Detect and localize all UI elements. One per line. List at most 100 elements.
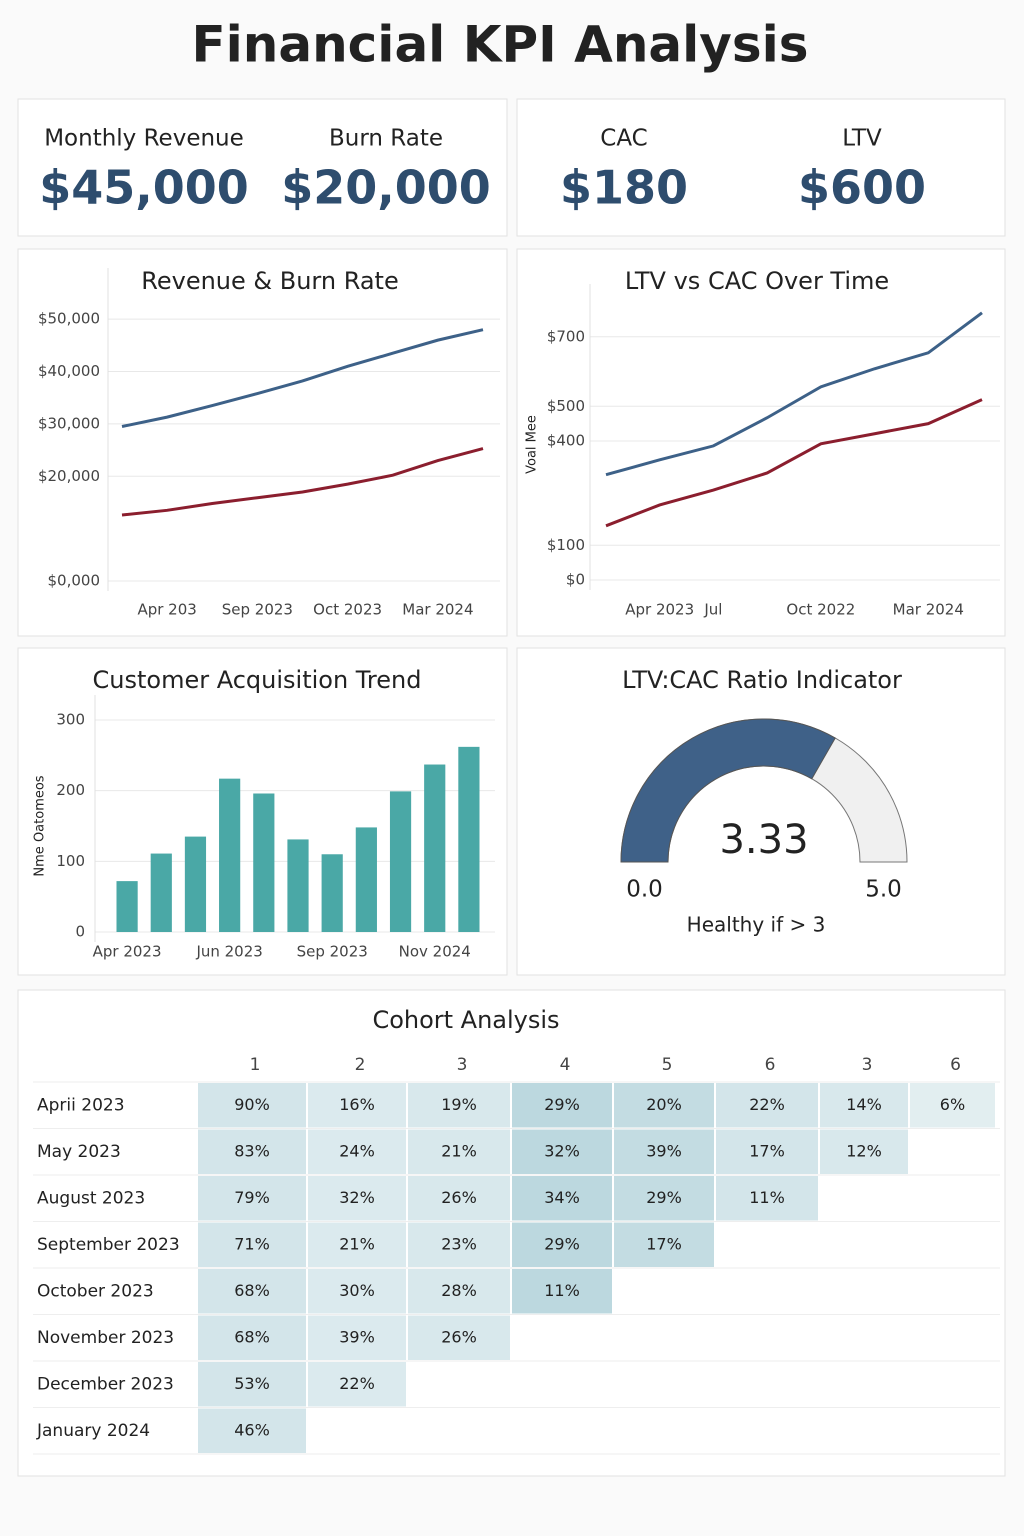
line: [121, 328, 484, 428]
y-tick-label: 200: [56, 781, 85, 799]
bar: [287, 839, 309, 932]
kpi-panel: [516, 98, 1006, 237]
column-header: 3: [862, 1055, 873, 1075]
column-header: 2: [355, 1055, 366, 1075]
cohort-value: 39%: [646, 1141, 682, 1160]
x-tick-label: Jul: [703, 601, 722, 619]
x-tick-label: Apr 203: [137, 601, 196, 619]
row-label: October 2023: [37, 1281, 154, 1301]
cohort-value: 90%: [234, 1095, 270, 1114]
table-title: Cohort Analysis: [372, 1006, 559, 1034]
cohort-cell: [716, 1176, 818, 1221]
cohort-value: 79%: [234, 1188, 270, 1207]
x-tick-label: Jun 2023: [195, 943, 262, 961]
chart-title: Customer Acquisition Trend: [93, 666, 422, 694]
kpi-label: CAC: [600, 126, 647, 152]
y-axis-label: Voal Mee: [525, 415, 540, 474]
bar: [219, 778, 241, 932]
line: [121, 447, 484, 517]
cohort-value: 21%: [441, 1141, 477, 1160]
cohort-cell: [408, 1222, 510, 1267]
x-tick-label: Apr 2023: [93, 943, 162, 961]
cohort-value: 14%: [846, 1095, 882, 1114]
column-header: 6: [765, 1055, 776, 1075]
bar: [458, 746, 480, 932]
cohort-cell: [910, 1083, 995, 1128]
cohort-value: 21%: [339, 1234, 375, 1253]
cohort-cell: [408, 1315, 510, 1360]
cohort-cell: [198, 1362, 306, 1407]
row-label: November 2023: [37, 1328, 174, 1348]
cohort-cell: [198, 1315, 306, 1360]
bar: [389, 791, 412, 932]
cohort-value: 83%: [234, 1141, 270, 1160]
cohort-cell: [198, 1176, 306, 1221]
cohort-value: 32%: [339, 1188, 375, 1207]
kpi-value: $180: [560, 161, 688, 215]
x-tick-label: Mar 2024: [402, 601, 473, 619]
cohort-value: 23%: [441, 1234, 477, 1253]
kpi-value: $45,000: [39, 161, 249, 215]
chart-title: LTV:CAC Ratio Indicator: [622, 666, 902, 694]
y-tick-label: $100: [547, 536, 585, 554]
y-tick-label: $500: [547, 397, 585, 415]
cohort-value: 32%: [544, 1141, 580, 1160]
cohort-cell: [614, 1222, 714, 1267]
cohort-cell: [198, 1129, 306, 1174]
cohort-value: 17%: [646, 1234, 682, 1253]
cohort-value: 24%: [339, 1141, 375, 1160]
cohort-cell: [614, 1176, 714, 1221]
column-header: 6: [950, 1055, 961, 1075]
gauge-tick-label: 0.0: [626, 877, 663, 903]
cohort-cell: [308, 1362, 406, 1407]
column-header: 5: [662, 1055, 673, 1075]
cohort-value: 46%: [234, 1420, 270, 1439]
cohort-cell: [512, 1222, 612, 1267]
y-tick-label: $40,000: [38, 362, 100, 380]
cohort-cell: [198, 1083, 306, 1128]
x-tick-label: Mar 2024: [893, 601, 964, 619]
column-header: 4: [560, 1055, 571, 1075]
y-tick-label: $0: [566, 571, 585, 589]
cohort-cell: [716, 1129, 818, 1174]
x-tick-label: Oct 2022: [786, 601, 855, 619]
cohort-cell: [198, 1222, 306, 1267]
y-tick-label: 100: [56, 852, 85, 870]
row-label: September 2023: [37, 1235, 180, 1255]
y-tick-label: $20,000: [38, 467, 100, 485]
x-tick-label: Sep 2023: [222, 601, 293, 619]
y-tick-label: 300: [56, 711, 85, 729]
cohort-cell: [308, 1269, 406, 1314]
x-tick-label: Apr 2023: [625, 601, 694, 619]
chart-panel: [516, 248, 1006, 637]
cohort-value: 6%: [940, 1095, 965, 1114]
cohort-cell: [408, 1269, 510, 1314]
cohort-value: 68%: [234, 1327, 270, 1346]
row-label: December 2023: [37, 1374, 174, 1394]
gauge-note: Healthy if > 3: [687, 913, 826, 937]
x-tick-label: Sep 2023: [297, 943, 368, 961]
page-title: Financial KPI Analysis: [191, 16, 808, 74]
kpi-value: $600: [798, 161, 926, 215]
cohort-value: 11%: [544, 1281, 580, 1300]
bar: [253, 793, 275, 932]
cohort-cell: [408, 1129, 510, 1174]
cohort-value: 12%: [846, 1141, 882, 1160]
row-label: May 2023: [37, 1142, 121, 1162]
cohort-cell: [614, 1083, 714, 1128]
column-header: 1: [250, 1055, 261, 1075]
chart-panel: [17, 248, 508, 637]
cohort-value: 11%: [749, 1188, 785, 1207]
chart-title: Revenue & Burn Rate: [141, 267, 398, 295]
cohort-value: 17%: [749, 1141, 785, 1160]
cohort-cell: [512, 1176, 612, 1221]
y-tick-label: $400: [547, 432, 585, 450]
bar: [424, 764, 446, 932]
bar: [184, 836, 207, 932]
cohort-value: 22%: [339, 1374, 375, 1393]
kpi-value: $20,000: [281, 161, 491, 215]
cohort-value: 26%: [441, 1327, 477, 1346]
y-tick-label: $0,000: [48, 572, 101, 590]
